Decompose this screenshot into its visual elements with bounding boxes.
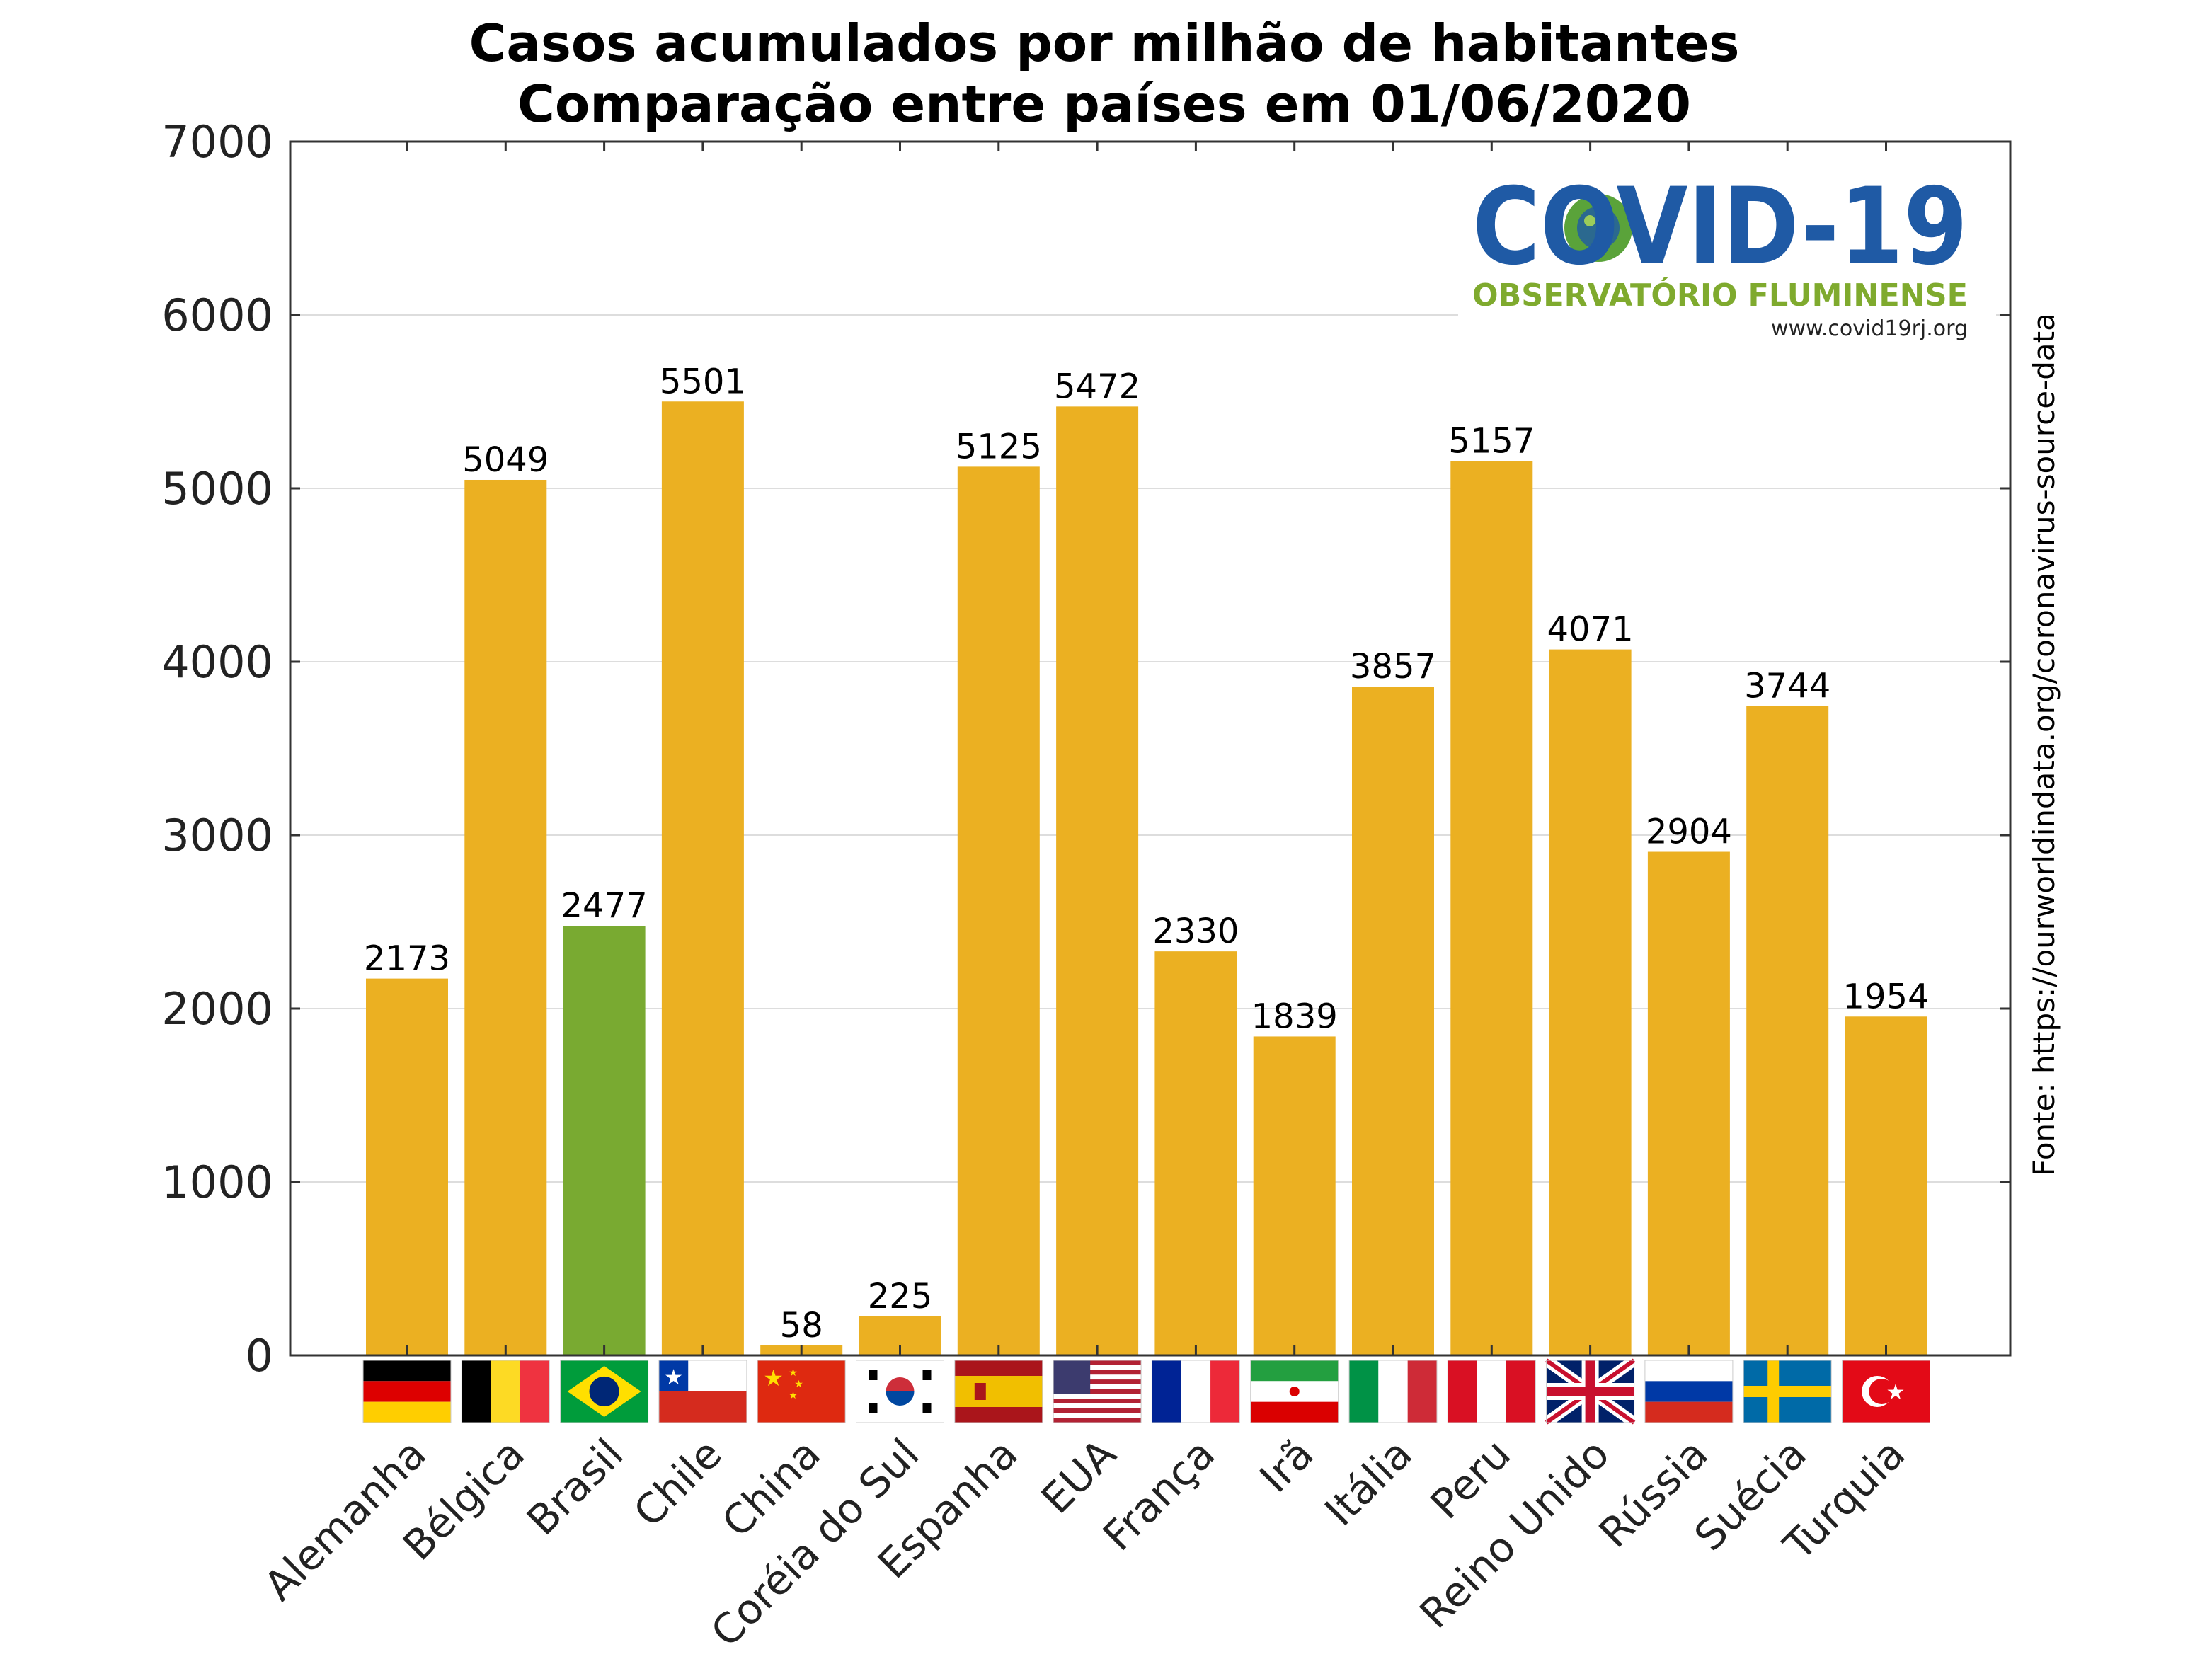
- value-label: 2173: [364, 939, 450, 979]
- value-label: 1839: [1251, 997, 1338, 1036]
- turkey-flag: ★: [1842, 1360, 1930, 1423]
- value-label: 3744: [1744, 667, 1830, 706]
- chart-subtitle: Comparação entre países em 01/06/2020: [517, 74, 1691, 134]
- logo-covid-text: COVID-19: [1472, 166, 1968, 289]
- svg-text:★: ★: [1886, 1380, 1906, 1405]
- y-tick-label: 3000: [161, 810, 273, 861]
- y-tick-label: 7000: [161, 116, 273, 168]
- value-labels: 2173 5049 2477 5501 58 225 5125 5472 2330 1839 385…: [364, 362, 1930, 1345]
- value-label: 5125: [956, 427, 1042, 466]
- y-tick-label: 6000: [161, 289, 273, 341]
- bar: [1450, 461, 1533, 1356]
- bar: [1647, 851, 1730, 1355]
- bar: [366, 978, 448, 1355]
- svg-text:★: ★: [789, 1390, 798, 1401]
- bar: [563, 926, 646, 1355]
- x-tick-label: Itália: [1316, 1430, 1421, 1535]
- chart-title: Casos acumulados por milhão de habitante…: [469, 13, 1740, 73]
- brazil-flag: [560, 1360, 649, 1423]
- belgium-flag: [461, 1360, 550, 1423]
- bar: [464, 479, 547, 1355]
- chile-flag: ★: [658, 1360, 747, 1423]
- sweden-flag: [1743, 1360, 1832, 1423]
- covid19-logo: COVID-19 OBSERVATÓRIO FLUMINENSE www.cov…: [1458, 166, 1996, 354]
- svg-text:★: ★: [664, 1365, 683, 1390]
- bar: [1253, 1036, 1336, 1355]
- value-label: 5472: [1054, 367, 1140, 406]
- south-korea-flag: [856, 1360, 944, 1423]
- svg-text:★: ★: [763, 1365, 784, 1391]
- y-tick-label: 0: [246, 1330, 273, 1382]
- logo-url: www.covid19rj.org: [1771, 316, 1968, 341]
- value-label: 4071: [1547, 610, 1634, 650]
- france-flag: [1151, 1360, 1240, 1423]
- x-tick-label: Brasil: [517, 1430, 632, 1544]
- germany-flag: [362, 1360, 452, 1423]
- usa-flag: [1053, 1360, 1142, 1423]
- plot-frame: [289, 140, 2012, 1357]
- y-tick-label: 1000: [161, 1156, 273, 1208]
- value-label: 58: [780, 1306, 823, 1345]
- svg-text:★: ★: [789, 1367, 798, 1379]
- value-label: 225: [868, 1277, 933, 1316]
- x-tick-label: Chile: [624, 1430, 731, 1537]
- italy-flag: [1348, 1360, 1438, 1423]
- value-label: 5157: [1448, 422, 1535, 461]
- iran-flag: [1250, 1360, 1339, 1423]
- x-tick-label: Irã: [1250, 1430, 1322, 1502]
- bar: [1056, 406, 1139, 1355]
- bar: [1549, 649, 1632, 1355]
- flags: ★ ★ ★★★ ★: [362, 1355, 1930, 1428]
- virus-icon: [1564, 194, 1632, 262]
- value-label: 5049: [462, 440, 549, 480]
- bar: [1154, 951, 1237, 1355]
- y-axis-ticks: 0 1000 2000 3000 4000 5000 6000 7000: [161, 116, 2010, 1382]
- value-label: 5501: [660, 362, 746, 401]
- uk-flag: [1542, 1355, 1638, 1428]
- value-label: 3857: [1350, 647, 1436, 687]
- bars: [366, 401, 1927, 1356]
- x-tick-label: França: [1094, 1430, 1224, 1560]
- china-flag: ★ ★★★: [757, 1360, 846, 1423]
- value-label: 2904: [1646, 813, 1732, 852]
- bar: [661, 401, 744, 1355]
- spain-flag: [954, 1360, 1043, 1423]
- value-label: 2330: [1152, 912, 1239, 951]
- logo-subtitle: OBSERVATÓRIO FLUMINENSE: [1472, 276, 1968, 314]
- x-tick-label: Alemanha: [255, 1430, 435, 1610]
- y-tick-label: 5000: [161, 463, 273, 515]
- bar: [1845, 1016, 1927, 1355]
- value-label: 2477: [561, 886, 648, 926]
- value-label: 1954: [1843, 977, 1929, 1016]
- bar: [957, 466, 1040, 1355]
- y-tick-label: 4000: [161, 636, 273, 688]
- russia-flag: [1644, 1360, 1734, 1423]
- bar: [1746, 706, 1829, 1355]
- y-tick-label: 2000: [161, 983, 273, 1035]
- source-note: Fonte: https://ourworldindata.org/corona…: [2027, 313, 2061, 1176]
- svg-text:★: ★: [794, 1379, 803, 1390]
- bar: [1352, 687, 1434, 1355]
- peru-flag: [1447, 1360, 1536, 1423]
